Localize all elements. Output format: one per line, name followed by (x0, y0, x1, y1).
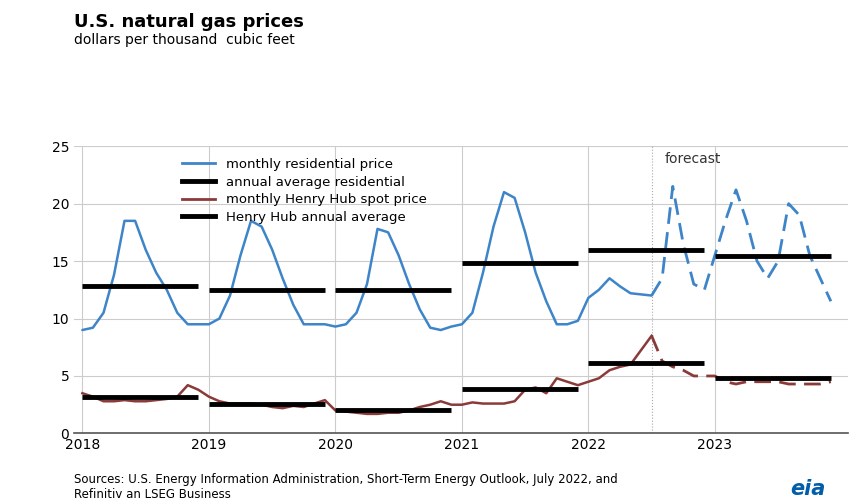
Text: Sources: U.S. Energy Information Administration, Short-Term Energy Outlook, July: Sources: U.S. Energy Information Adminis… (74, 473, 618, 501)
Text: dollars per thousand  cubic feet: dollars per thousand cubic feet (74, 33, 294, 47)
Text: forecast: forecast (664, 152, 721, 166)
Text: eia: eia (791, 479, 826, 499)
Legend: monthly residential price, annual average residential, monthly Henry Hub spot pr: monthly residential price, annual averag… (177, 153, 432, 229)
Text: U.S. natural gas prices: U.S. natural gas prices (74, 13, 304, 31)
